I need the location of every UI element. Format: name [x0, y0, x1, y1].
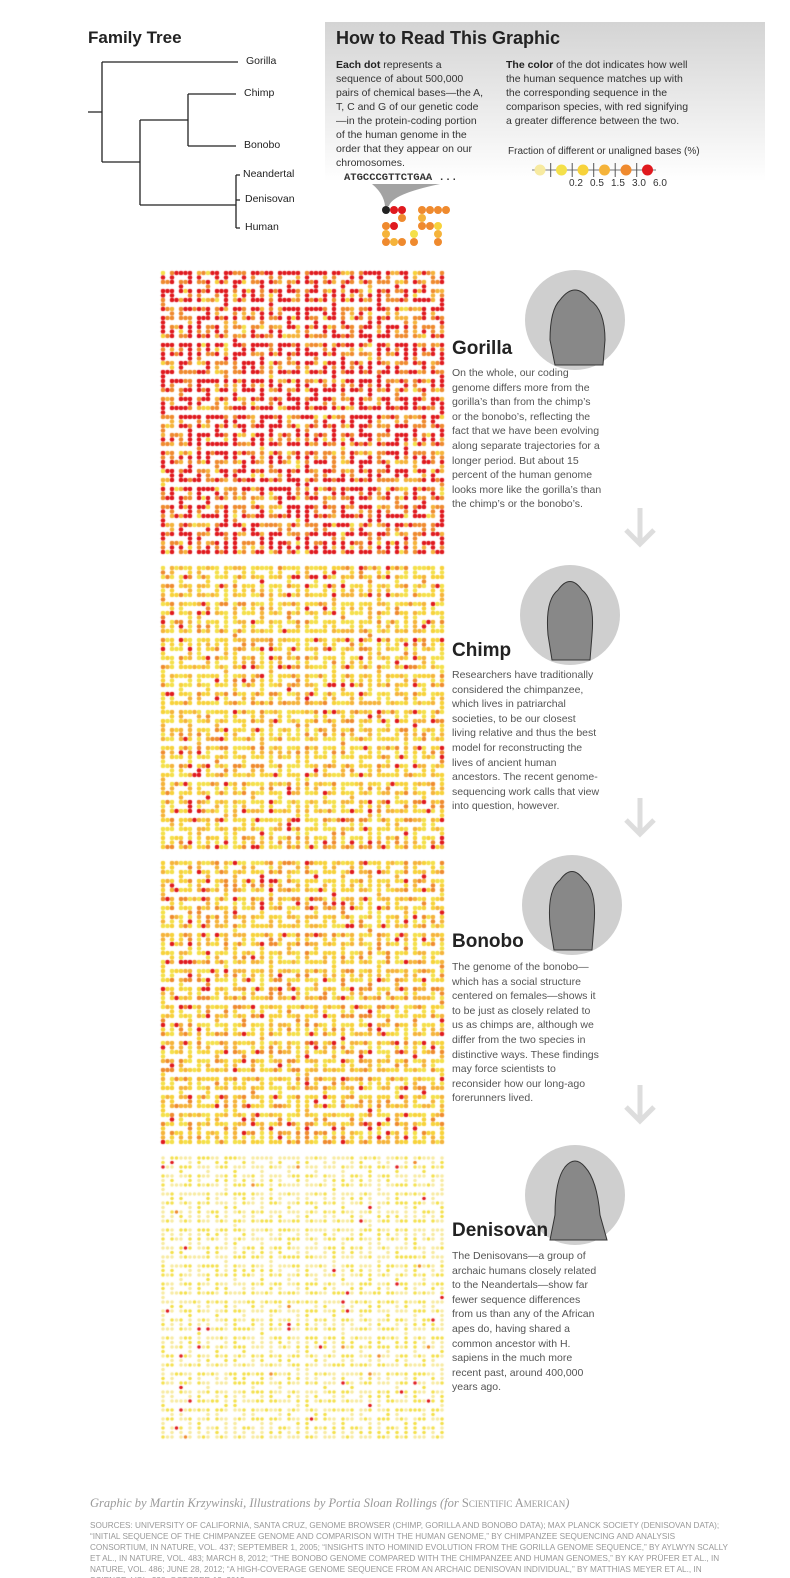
tree-leaf-human: Human [245, 221, 279, 233]
color-scale [532, 163, 656, 177]
how-to-title: How to Read This Graphic [336, 28, 561, 48]
panel-title-denisovan: Denisovan [452, 1220, 549, 1241]
chimp-illustration [520, 565, 620, 665]
how-to-dot-text: Each dot represents a sequence of about … [336, 58, 486, 170]
scale-swatch [534, 164, 546, 176]
chimp-genome-map [158, 563, 448, 853]
denisovan-genome-map [158, 1153, 448, 1443]
how-to-read-box [325, 22, 765, 190]
example-dot [398, 214, 406, 222]
example-dot [410, 230, 418, 238]
tree-leaf-gorilla: Gorilla [246, 55, 277, 67]
panel-text-gorilla: On the whole, our coding genome differs … [452, 367, 602, 511]
example-dot [390, 238, 398, 246]
example-dot [382, 222, 390, 230]
dot-text: represents a sequence of about 500,000 p… [336, 59, 484, 169]
gorilla-genome-map [158, 268, 448, 558]
tree-leaf-denisovan: Denisovan [245, 193, 295, 205]
example-dot [434, 206, 442, 214]
scale-tick: 0.5 [590, 178, 604, 189]
example-dot [382, 230, 390, 238]
gorilla-illustration [525, 270, 625, 370]
example-dot [390, 206, 398, 214]
sequence-path-example [372, 184, 450, 246]
example-dot [418, 222, 426, 230]
example-dot [426, 206, 434, 214]
dot-bold: Each dot [336, 59, 381, 71]
panel-title-chimp: Chimp [452, 640, 512, 661]
bonobo-illustration [522, 855, 622, 955]
example-dot [398, 206, 406, 214]
example-dot [398, 238, 406, 246]
sources-text: Sources: University of California, Santa… [90, 1521, 728, 1578]
example-dot [426, 222, 434, 230]
panel-title-gorilla: Gorilla [452, 338, 513, 359]
down-arrow-icon [624, 798, 656, 838]
scale-label: Fraction of different or unaligned bases… [508, 146, 700, 157]
bonobo-genome-map [158, 858, 448, 1148]
example-dot [434, 222, 442, 230]
example-dot [418, 214, 426, 222]
color-bold: The color [506, 59, 554, 71]
scale-tick: 6.0 [653, 178, 667, 189]
denisovan-illustration [525, 1145, 625, 1245]
tree-leaf-bonobo: Bonobo [244, 139, 281, 151]
publisher: Scientific American [461, 1496, 566, 1510]
color-text: of the dot indicates how well the human … [506, 59, 689, 127]
credit-close: ) [565, 1496, 570, 1510]
panel-text-bonobo: The genome of the bonobo—which has a soc… [452, 961, 599, 1105]
panel-text-chimp: Researchers have traditionally considere… [452, 669, 600, 813]
example-dot [410, 238, 418, 246]
scale-swatch [556, 164, 567, 176]
tree-leaf-neandertal: Neandertal [243, 168, 295, 180]
scale-tick: 3.0 [632, 178, 646, 189]
family-tree-diagram [88, 61, 240, 229]
scale-swatch [620, 164, 632, 176]
example-dot [390, 222, 398, 230]
example-dot [382, 206, 390, 214]
panel-title-bonobo: Bonobo [452, 931, 524, 952]
tree-leaf-chimp: Chimp [244, 87, 275, 99]
example-dot [434, 238, 442, 246]
scale-tick: 0.2 [569, 178, 583, 189]
how-to-color-text: The color of the dot indicates how well … [506, 58, 696, 128]
credit-line: Graphic by Martin Krzywinski, Illustrati… [90, 1496, 569, 1511]
scale-swatch [577, 164, 589, 176]
credit-text: Graphic by Martin Krzywinski, Illustrati… [90, 1496, 462, 1510]
scale-tick: 1.5 [611, 178, 625, 189]
panel-text-denisovan: The Denisovans—a group of archaic humans… [452, 1250, 597, 1394]
example-dot [382, 238, 390, 246]
example-dot [434, 230, 442, 238]
family-tree-title: Family Tree [88, 28, 182, 47]
example-dot [418, 206, 426, 214]
scale-swatch [599, 164, 610, 176]
scale-swatch [642, 164, 653, 176]
example-dot [442, 206, 450, 214]
base-sequence: ATGCCCGTTCTGAA ... [344, 172, 458, 184]
down-arrow-icon [624, 508, 656, 548]
down-arrow-icon [624, 1085, 656, 1125]
